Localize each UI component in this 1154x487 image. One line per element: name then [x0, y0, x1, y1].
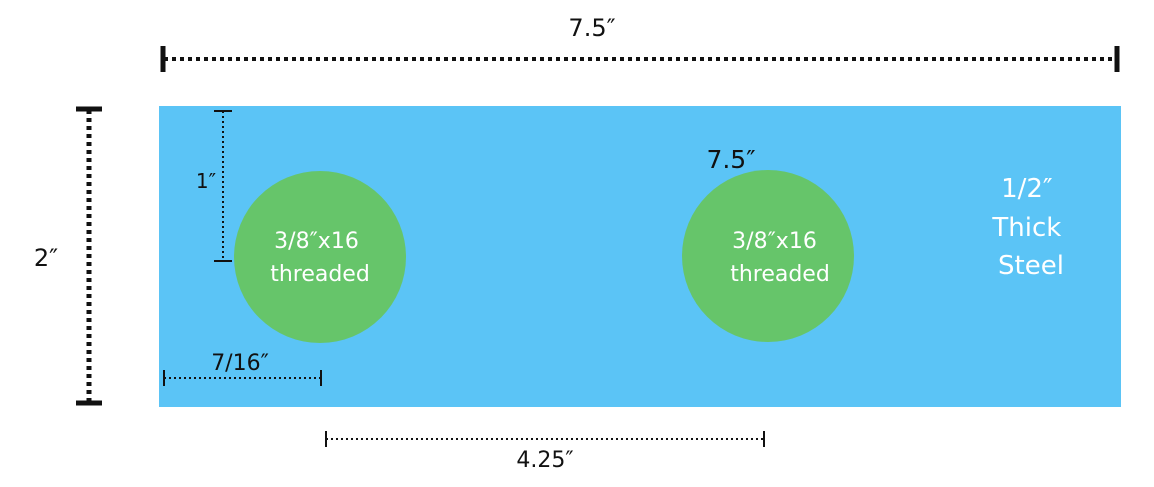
overall-width-label: 7.5″: [568, 14, 615, 42]
hole-spacing-label: 4.25″: [516, 448, 573, 473]
hole-vertical-offset-label: 1″: [196, 169, 216, 193]
hole-vertical-offset-dimension: 1″: [196, 110, 232, 262]
hole-1-circle: [234, 171, 406, 343]
plate-thickness-line-3: Steel: [998, 251, 1064, 281]
overall-width-dimension: 7.5″: [160, 14, 1120, 72]
hole-2-label-line-1: 3/8″x16: [732, 229, 817, 254]
plate-thickness-line-1: 1/2″: [1001, 174, 1053, 204]
hole-1-label: 3/8″x16 threaded: [270, 229, 370, 287]
hole-2-circle: [682, 170, 854, 342]
overall-height-dimension: 2″: [34, 106, 102, 406]
hole-2-label: 3/8″x16 threaded: [730, 229, 830, 287]
plate-thickness-label: 1/2″ Thick Steel: [991, 174, 1069, 281]
plate-thickness-line-2: Thick: [991, 213, 1061, 243]
hole-horizontal-offset-label: 7/16″: [211, 351, 269, 376]
threaded-hole-2: 3/8″x16 threaded: [682, 170, 854, 342]
overall-height-label: 2″: [34, 244, 58, 272]
second-hole-label: 7.5″: [706, 145, 755, 174]
hole-horizontal-offset-dimension: 7/16″: [163, 351, 322, 386]
hole-spacing-dimension: 4.25″: [325, 431, 765, 473]
hole-2-label-line-2: threaded: [730, 262, 830, 287]
hole-1-label-line-1: 3/8″x16: [274, 229, 359, 254]
hole-1-label-line-2: threaded: [270, 262, 370, 287]
threaded-hole-1: 3/8″x16 threaded: [234, 171, 406, 343]
